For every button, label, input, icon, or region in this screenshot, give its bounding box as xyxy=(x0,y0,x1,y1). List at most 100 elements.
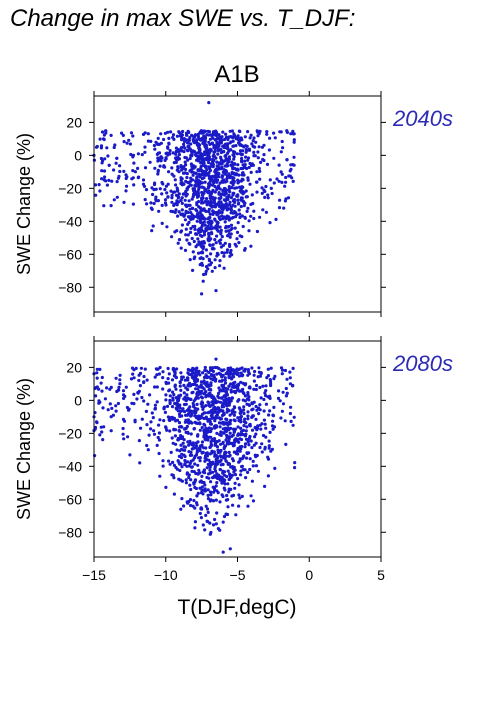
scatter-point xyxy=(235,230,240,234)
scatter-point xyxy=(146,448,150,452)
scatter-point xyxy=(151,192,155,197)
scatter-point xyxy=(209,440,213,444)
scatter-point xyxy=(242,454,246,458)
scatter-point xyxy=(191,250,195,254)
scatter-point xyxy=(219,442,223,446)
scatter-point xyxy=(201,407,205,411)
scatter-point xyxy=(272,181,276,185)
scatter-point xyxy=(200,426,204,430)
scatter-point xyxy=(152,143,156,148)
scatter-point xyxy=(219,147,223,152)
scatter-point xyxy=(213,475,217,479)
scatter-point xyxy=(155,142,159,146)
scatter-point xyxy=(269,449,273,453)
scatter-point xyxy=(198,220,202,224)
scatter-point xyxy=(183,218,187,222)
scatter-point xyxy=(237,129,241,133)
scatter-point xyxy=(239,204,243,209)
scatter-point xyxy=(98,189,102,193)
y-tick-label: −20 xyxy=(58,180,82,196)
scatter-point xyxy=(181,375,185,379)
scatter-point xyxy=(174,183,178,187)
scatter-point-outlier xyxy=(221,550,225,554)
scatter-point xyxy=(218,259,222,263)
scatter-point xyxy=(268,430,272,434)
scatter-point xyxy=(108,387,112,391)
scatter-point xyxy=(248,423,252,427)
scatter-point xyxy=(138,461,142,465)
scatter-point xyxy=(202,176,206,180)
scatter-point xyxy=(208,463,212,467)
scatter-point xyxy=(207,148,211,152)
scatter-point xyxy=(225,427,229,432)
scatter-point xyxy=(260,442,264,446)
scatter-point xyxy=(282,206,286,210)
scatter-point xyxy=(182,391,186,395)
scatter-point xyxy=(252,373,256,377)
scatter-point xyxy=(167,389,171,393)
scatter-point xyxy=(225,248,229,252)
scatter-point xyxy=(219,141,223,145)
scatter-point xyxy=(229,181,233,185)
scatter-point xyxy=(195,395,199,399)
scatter-point xyxy=(231,215,235,220)
scatter-point xyxy=(203,459,207,463)
scatter-point xyxy=(227,149,231,153)
scatter-point xyxy=(131,155,135,159)
scatter-point xyxy=(208,142,212,146)
scatter-point xyxy=(170,405,175,409)
scatter-point xyxy=(218,500,222,504)
scatter-point xyxy=(219,238,223,242)
scatter-point xyxy=(133,420,137,424)
scatter-point xyxy=(178,462,182,466)
scatter-point xyxy=(222,186,227,191)
scatter-point xyxy=(218,217,222,222)
scatter-point xyxy=(265,130,269,134)
scatter-point xyxy=(240,177,244,181)
scatter-point xyxy=(195,416,199,420)
scatter-point xyxy=(222,251,226,255)
scatter-point xyxy=(194,245,198,249)
scatter-point xyxy=(184,478,188,482)
scatter-point xyxy=(200,400,204,404)
scatter-point xyxy=(166,130,170,134)
scatter-point xyxy=(217,416,221,420)
scatter-point xyxy=(213,397,217,401)
scatter-point xyxy=(283,199,287,203)
scatter-point xyxy=(226,482,230,486)
scatter-point xyxy=(250,446,254,450)
scatter-point xyxy=(186,383,190,387)
scatter-point xyxy=(144,188,149,192)
scatter-point xyxy=(207,152,211,157)
scatter-point xyxy=(101,137,106,141)
scatter-point xyxy=(222,266,226,270)
scatter-point xyxy=(222,394,226,399)
scatter-point xyxy=(118,164,122,168)
scatter-point xyxy=(198,456,202,460)
scatter-point xyxy=(223,378,227,382)
scatter-point xyxy=(194,411,198,415)
scatter-point xyxy=(112,145,116,150)
scatter-point xyxy=(121,133,125,137)
scatter-point xyxy=(229,223,234,227)
scatter-point xyxy=(199,395,203,399)
scatter-point xyxy=(180,223,184,227)
scatter-point xyxy=(177,394,181,398)
scatter-point xyxy=(235,384,239,388)
scatter-point xyxy=(196,491,200,495)
scatter-point xyxy=(171,398,175,402)
scatter-point xyxy=(188,156,192,161)
scatter-point xyxy=(122,140,126,144)
scatter-point xyxy=(163,410,167,414)
scatter-point xyxy=(242,391,246,396)
scatter-point xyxy=(97,387,101,391)
scatter-point xyxy=(215,366,219,370)
scatter-point xyxy=(257,412,261,416)
scatter-point xyxy=(153,385,157,389)
scatter-point xyxy=(233,473,238,477)
scatter-point xyxy=(227,435,231,439)
scatter-point xyxy=(199,380,203,384)
scatter-point xyxy=(176,189,180,193)
scatter-point xyxy=(122,200,126,204)
scatter-point xyxy=(182,445,186,449)
